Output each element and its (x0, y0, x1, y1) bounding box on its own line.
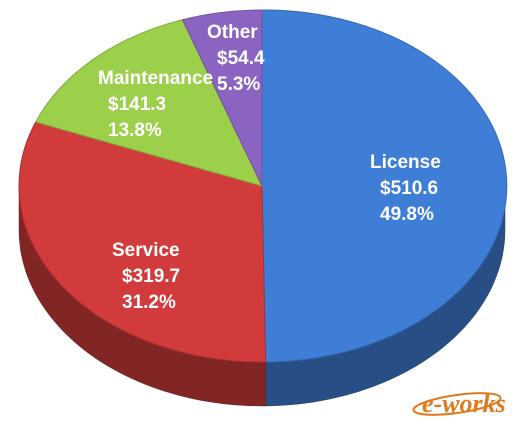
slice-license (261, 9, 508, 363)
slice-label-license-percent: 49.8% (380, 204, 434, 225)
slice-maintenance (34, 19, 263, 187)
slice-label-other-percent: 5.3% (217, 74, 260, 95)
slice-labels: License $510.6 49.8% Service $319.7 31.2% Main… (98, 22, 441, 313)
slice-label-other-value: $54.4 (217, 48, 265, 69)
slice-label-service-name: Service (112, 240, 180, 261)
slice-label-service-value: $319.7 (122, 266, 180, 287)
watermark-swoosh (412, 392, 502, 416)
slice-label-license-name: License (370, 152, 441, 173)
pie-slices (18, 9, 508, 363)
slice-label-maintenance-value: $141.3 (108, 94, 166, 115)
slice-label-other-name: Other (207, 22, 258, 43)
slice-label-service-percent: 31.2% (122, 292, 176, 313)
slice-service (18, 121, 267, 363)
slice-label-license-value: $510.6 (380, 178, 438, 199)
slice-other (181, 9, 263, 187)
watermark-text: e-works (422, 389, 506, 418)
watermark-logo: e-works (412, 389, 506, 418)
slice-label-maintenance-name: Maintenance (98, 68, 213, 89)
slice-label-maintenance-percent: 13.8% (108, 120, 162, 141)
